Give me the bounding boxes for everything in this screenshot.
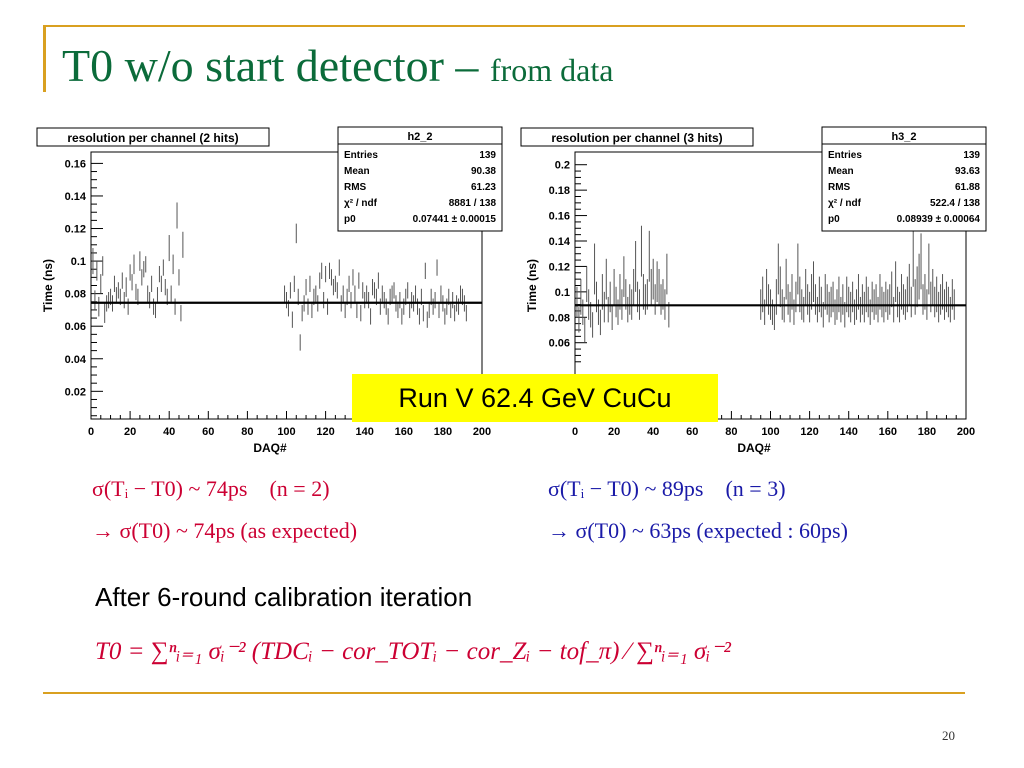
title-small: from data bbox=[489, 52, 614, 88]
chart-2-hits: resolution per channel (2 hits) 0 20 40 60 80… bbox=[36, 122, 520, 460]
x-tick-label: 60 bbox=[686, 426, 698, 438]
chart-panel-3-hits: resolution per channel (3 hits) 0 20 40 60 80… bbox=[520, 122, 1004, 460]
x-tick-label: 100 bbox=[277, 426, 295, 438]
stats-box-name: h3_2 bbox=[891, 131, 916, 143]
stats-box: h3_2 Entries 139 Mean 93.63 RMS 61.88 χ² / ndf 5… bbox=[821, 126, 987, 232]
x-tick-label: 80 bbox=[725, 426, 737, 438]
y-tick-label: 0.06 bbox=[65, 321, 86, 333]
formula-right-line1: σ(Tᵢ − T0) ~ 89ps (n = 3) bbox=[548, 476, 786, 502]
x-tick-label: 140 bbox=[840, 426, 858, 438]
title-accent-bar bbox=[43, 26, 46, 92]
y-tick-label: 0.12 bbox=[549, 261, 570, 273]
chart-title-box: resolution per channel (3 hits) bbox=[520, 127, 754, 147]
chart-title: resolution per channel (2 hits) bbox=[67, 131, 238, 145]
y-axis-label: Time (ns) bbox=[525, 259, 539, 312]
formula-left-line1-n: (n = 2) bbox=[269, 476, 330, 501]
x-axis-label: DAQ# bbox=[253, 441, 287, 455]
stats-row-label: RMS bbox=[828, 182, 851, 193]
x-tick-label: 40 bbox=[647, 426, 659, 438]
y-tick-label: 0.02 bbox=[65, 386, 86, 398]
stats-row-label: p0 bbox=[828, 214, 840, 225]
stats-row-value: 0.08939 ± 0.00064 bbox=[897, 214, 981, 225]
stats-row-label: Mean bbox=[828, 166, 854, 177]
x-tick-label: 180 bbox=[918, 426, 936, 438]
run-label: Run V 62.4 GeV CuCu bbox=[352, 374, 718, 422]
stats-row-label: Entries bbox=[828, 150, 862, 161]
x-tick-label: 120 bbox=[800, 426, 818, 438]
formula-left-line1: σ(Tᵢ − T0) ~ 74ps (n = 2) bbox=[92, 476, 330, 502]
chart-3-hits: resolution per channel (3 hits) 0 20 40 60 80… bbox=[520, 122, 1004, 460]
title-main: T0 w/o start detector – bbox=[62, 40, 490, 91]
stats-row-value: 8881 / 138 bbox=[449, 198, 497, 209]
chart-title-frame bbox=[36, 127, 270, 147]
x-tick-label: 100 bbox=[761, 426, 779, 438]
y-tick-label: 0.18 bbox=[549, 185, 570, 197]
x-tick-label: 140 bbox=[356, 426, 374, 438]
x-tick-label: 20 bbox=[608, 426, 620, 438]
y-tick-label: 0.1 bbox=[555, 287, 570, 299]
x-axis-label: DAQ# bbox=[737, 441, 771, 455]
y-tick-label: 0.16 bbox=[549, 211, 570, 223]
y-tick-label: 0.08 bbox=[65, 289, 86, 301]
y-tick-label: 0.14 bbox=[549, 236, 571, 248]
stats-box-name: h2_2 bbox=[407, 131, 432, 143]
chart-panel-2-hits: resolution per channel (2 hits) 0 20 40 60 80… bbox=[36, 122, 520, 460]
stats-row-label: p0 bbox=[344, 214, 356, 225]
stats-row-label: Mean bbox=[344, 166, 370, 177]
x-tick-label: 180 bbox=[434, 426, 452, 438]
stats-row-label: RMS bbox=[344, 182, 367, 193]
y-tick-label: 0.12 bbox=[65, 224, 86, 236]
formula-left-line1-text: σ(Tᵢ − T0) ~ 74ps bbox=[92, 476, 248, 501]
y-tick-label: 0.08 bbox=[549, 312, 570, 324]
chart-title-frame bbox=[520, 127, 754, 147]
stats-row-value: 61.88 bbox=[955, 182, 980, 193]
formula-right-line1-text: σ(Tᵢ − T0) ~ 89ps bbox=[548, 476, 704, 501]
stats-row-label: χ² / ndf bbox=[828, 198, 862, 209]
x-tick-label: 160 bbox=[879, 426, 897, 438]
stats-row-value: 61.23 bbox=[471, 182, 496, 193]
page-number: 20 bbox=[942, 728, 955, 743]
t0-definition: T0 = ∑ⁿᵢ₌₁ σᵢ⁻² (TDCᵢ − cor_TOTᵢ − cor_Z… bbox=[95, 638, 731, 665]
page-title: T0 w/o start detector – from data bbox=[62, 36, 613, 100]
y-tick-label: 0.16 bbox=[65, 158, 86, 170]
x-tick-label: 200 bbox=[473, 426, 491, 438]
chart-title-box: resolution per channel (2 hits) bbox=[36, 127, 270, 147]
x-tick-label: 80 bbox=[241, 426, 253, 438]
formula-right-line2: → σ(T0) ~ 63ps (expected : 60ps) bbox=[548, 518, 848, 543]
stats-row-label: Entries bbox=[344, 150, 378, 161]
x-tick-label: 40 bbox=[163, 426, 175, 438]
calibration-text: After 6-round calibration iteration bbox=[95, 582, 473, 612]
stats-row-value: 90.38 bbox=[471, 166, 496, 177]
x-tick-label: 0 bbox=[572, 426, 578, 438]
y-tick-label: 0.1 bbox=[71, 256, 86, 268]
x-tick-label: 160 bbox=[395, 426, 413, 438]
y-tick-label: 0.06 bbox=[549, 338, 570, 350]
formula-right-line1-n: (n = 3) bbox=[725, 476, 786, 501]
top-accent-line bbox=[43, 25, 965, 27]
stats-row-label: χ² / ndf bbox=[344, 198, 378, 209]
stats-row-value: 93.63 bbox=[955, 166, 980, 177]
x-tick-label: 20 bbox=[124, 426, 136, 438]
bottom-accent-line bbox=[43, 692, 965, 694]
chart-title: resolution per channel (3 hits) bbox=[551, 131, 722, 145]
stats-row-value: 139 bbox=[479, 150, 496, 161]
stats-row-value: 139 bbox=[963, 150, 980, 161]
x-tick-label: 200 bbox=[957, 426, 975, 438]
x-tick-label: 120 bbox=[316, 426, 334, 438]
formula-left-line2: → σ(T0) ~ 74ps (as expected) bbox=[92, 518, 358, 543]
y-tick-label: 0.04 bbox=[65, 354, 87, 366]
stats-row-value: 0.07441 ± 0.00015 bbox=[413, 214, 497, 225]
y-tick-label: 0.2 bbox=[555, 160, 570, 172]
x-tick-label: 60 bbox=[202, 426, 214, 438]
y-tick-label: 0.14 bbox=[65, 191, 87, 203]
stats-box: h2_2 Entries 139 Mean 90.38 RMS 61.23 χ² / ndf 8… bbox=[337, 126, 503, 232]
stats-row-value: 522.4 / 138 bbox=[930, 198, 980, 209]
y-axis-label: Time (ns) bbox=[41, 259, 55, 312]
x-tick-label: 0 bbox=[88, 426, 94, 438]
